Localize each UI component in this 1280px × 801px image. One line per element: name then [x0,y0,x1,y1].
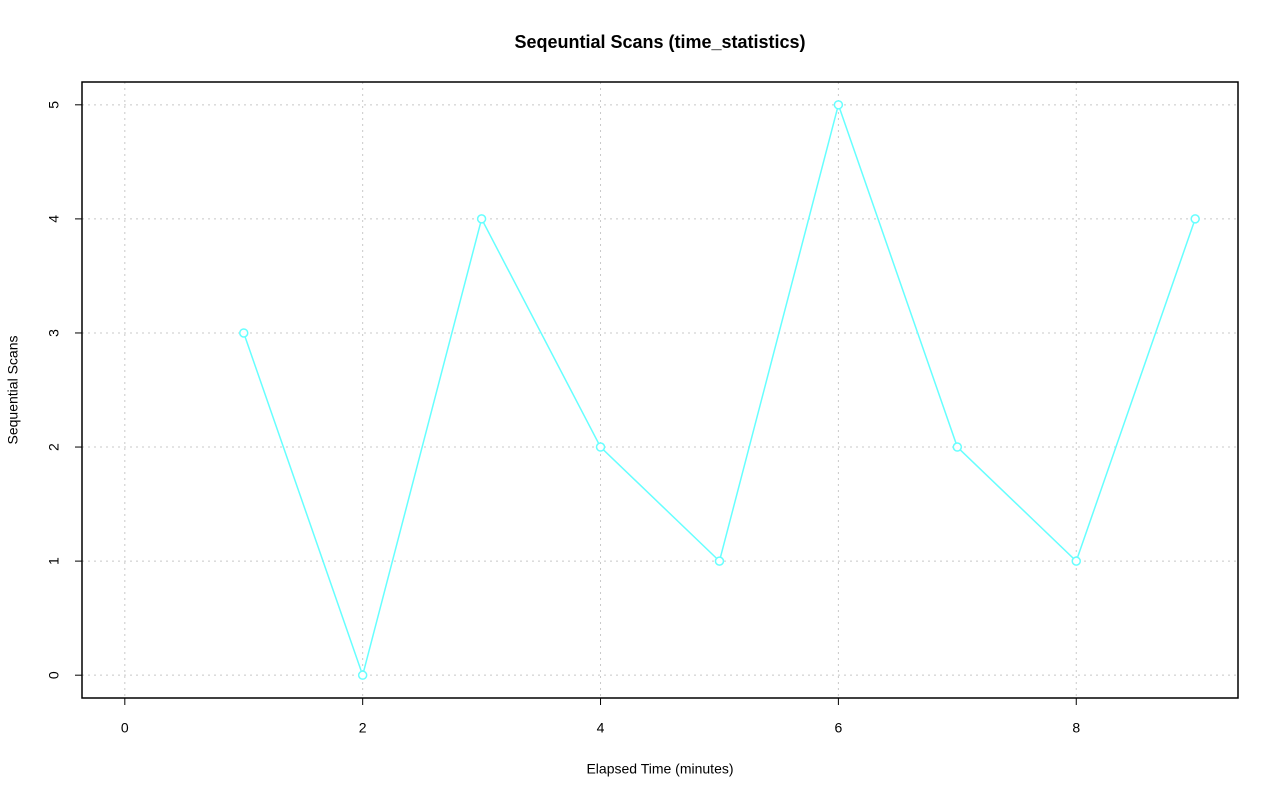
chart-title: Seqeuntial Scans (time_statistics) [514,32,805,52]
data-point [476,214,487,224]
x-tick-label: 2 [359,720,367,736]
y-tick-label: 1 [46,557,62,565]
x-tick-label: 8 [1072,720,1080,736]
data-point [357,670,368,680]
x-tick-label: 4 [597,720,605,736]
data-point [952,442,963,452]
x-tick-label: 6 [834,720,842,736]
data-point [1071,556,1082,566]
y-axis-label: Sequential Scans [5,336,21,445]
x-tick-label: 0 [121,720,129,736]
data-point [595,442,606,452]
y-tick-label: 5 [46,101,62,109]
x-axis-label: Elapsed Time (minutes) [586,761,733,777]
data-point [714,556,725,566]
y-tick-label: 0 [46,671,62,679]
data-point [238,328,249,338]
plot-frame [81,81,1239,699]
y-tick-label: 3 [46,329,62,337]
y-tick-label: 2 [46,443,62,451]
y-tick-label: 4 [46,215,62,223]
data-point [1190,214,1200,224]
data-point [833,100,844,110]
